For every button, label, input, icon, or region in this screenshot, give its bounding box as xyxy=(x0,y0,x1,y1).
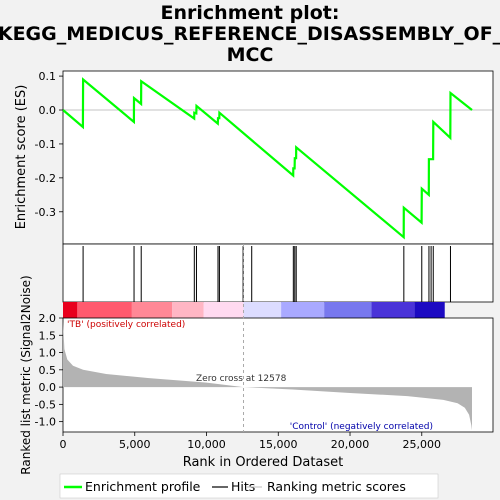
heatmap-segment xyxy=(243,302,282,318)
x-tick-label: 15,000 xyxy=(259,438,298,451)
legend-metric-label: Ranking metric scores xyxy=(267,479,406,494)
metric-y-axis: 2.0 1.5 1.0 0.5 0.0 -0.5 -1.0 xyxy=(35,312,63,429)
metric-y-tick-label: 1.5 xyxy=(39,329,57,342)
legend: Enrichment profile Hits Ranking metric s… xyxy=(59,473,439,499)
metric-y-tick-label: 0.0 xyxy=(39,381,57,394)
es-y-axis: 0.1 0.0 -0.1 -0.2 -0.3 xyxy=(35,70,63,219)
x-axis-label: Rank in Ordered Dataset xyxy=(183,455,344,470)
es-y-tick-label: -0.3 xyxy=(35,206,56,219)
heatmap-segment xyxy=(281,302,325,318)
heatmap-segment xyxy=(414,302,445,318)
chart-title-line-1: Enrichment plot: xyxy=(161,2,340,24)
metric-y-tick-label: -0.5 xyxy=(35,398,56,411)
metric-y-tick-label: -1.0 xyxy=(35,416,56,429)
heatmap-segment xyxy=(63,302,78,318)
positive-correlated-label: 'TB' (positively correlated) xyxy=(67,320,185,330)
x-tick-label: 10,000 xyxy=(187,438,226,451)
heatmap-segment xyxy=(371,302,415,318)
heatmap-segment xyxy=(324,302,372,318)
es-panel xyxy=(62,70,494,245)
chart-title-line-2: KEGG_MEDICUS_REFERENCE_DISASSEMBLY_OF_ xyxy=(0,23,500,45)
metric-y-tick-label: 0.5 xyxy=(39,364,57,377)
x-tick-label: 20,000 xyxy=(331,438,370,451)
zero-cross-label: Zero cross at 12578 xyxy=(196,374,287,384)
es-y-tick-label: 0.0 xyxy=(39,104,57,117)
heatmap-segment xyxy=(77,302,132,318)
x-axis: 0 5,000 10,000 15,000 20,000 25,000 xyxy=(60,432,442,451)
heatmap-segment xyxy=(131,302,173,318)
x-tick-label: 5,000 xyxy=(119,438,151,451)
metric-y-tick-label: 1.0 xyxy=(39,347,57,360)
legend-hits-label: Hits xyxy=(231,479,255,494)
heatmap-segment xyxy=(172,302,204,318)
es-y-axis-label: Enrichment score (ES) xyxy=(14,85,29,230)
es-y-tick-label: 0.1 xyxy=(39,70,57,83)
negative-correlated-label: 'Control' (negatively correlated) xyxy=(290,422,433,432)
legend-box xyxy=(59,473,439,499)
hit-lines xyxy=(82,246,451,302)
es-y-tick-label: -0.1 xyxy=(35,138,56,151)
x-tick-label: 0 xyxy=(60,438,67,451)
metric-y-tick-label: 2.0 xyxy=(39,312,57,325)
metric-panel xyxy=(62,317,494,433)
ranking-heatmap-bar xyxy=(63,302,445,318)
heatmap-segment xyxy=(203,302,244,318)
enrichment-profile-line xyxy=(62,77,473,240)
es-y-tick-label: -0.2 xyxy=(35,172,56,185)
x-tick-label: 25,000 xyxy=(403,438,442,451)
chart-title-line-3: MCC xyxy=(227,44,274,66)
legend-profile-label: Enrichment profile xyxy=(85,479,201,494)
metric-y-axis-label: Ranked list metric (Signal2Noise) xyxy=(19,275,33,474)
